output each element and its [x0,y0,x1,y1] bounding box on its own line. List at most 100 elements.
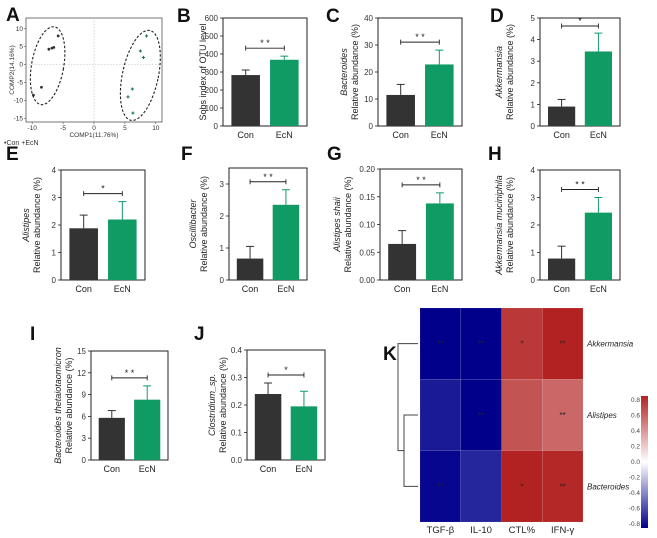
y-tick-label: 0.3 [231,374,243,383]
y-tick-label: 400 [205,50,219,59]
y-tick-label: -5 [17,80,23,87]
y-tick-label: 2 [220,212,225,221]
heatmap-cell [419,379,462,451]
cell-significance: ** [560,340,566,349]
significance-stars: * [101,184,105,194]
y-axis-label-taxon: Oscillibacter [188,198,198,248]
cell-significance: ** [437,482,443,491]
y-axis-label-taxon: Akkermansia muciniphila [494,175,504,276]
y-tick-label: 3 [531,194,536,203]
heatmap-cell [419,450,462,523]
bar-ecn [270,59,299,127]
panel-c: C 0 10 20 30 40 Con EcN * * Bacteroides Relative a… [326,6,463,140]
y-tick-label: 0.1 [231,429,243,438]
bar-ecn [425,64,454,126]
point-con [50,46,54,50]
point-con [40,85,43,89]
y-tick-label: 0.00 [359,276,375,285]
bar-ecn [134,399,161,460]
x-tick-label: Con [392,130,409,140]
x-tick-label: 5 [123,125,127,132]
y-tick-label: 2 [531,79,536,88]
bar-con [548,258,576,280]
y-axis-label-taxon: Clostridium_sp. [207,374,217,436]
bar-con [548,106,576,126]
x-tick-label: Con [394,284,411,294]
x-tick-label: -5 [60,125,66,132]
bar-con [98,417,125,460]
panel-letter-h: H [488,144,502,165]
plot-frame [228,167,308,281]
plot-frame [539,17,621,127]
x-tick-label: Con [237,130,254,140]
heatmap-cell [419,307,462,380]
y-tick-label: 5 [531,14,536,23]
y-tick-label: 3 [220,180,225,189]
heatmap-cell [541,450,584,523]
significance-stars: * * [260,38,270,48]
y-tick-label: 20 [364,68,373,77]
y-axis-label: Relative abundance (%) [505,24,515,120]
y-axis-label-taxon: Bacteroides thetaiotaomicron [53,347,63,464]
panel-a: A-10 -5 0 5 101050-5-10-15COMP1(11.76%)COMP2… [4,5,163,147]
panel-letter-b: B [177,6,191,27]
colorbar [641,396,648,528]
y-axis-label: Relative abundance (%) [199,176,209,272]
y-tick-label: 30 [364,41,373,50]
significance-stars: * [284,365,288,375]
y-tick-label: 0 [369,122,374,131]
y-tick-label: 0.10 [359,221,375,230]
panel-g: G 0.00 0.05 0.10 0.15 0.20 Con EcN * * Alistipes … [327,144,463,294]
y-tick-label: 0.4 [231,346,243,355]
cell-significance: ** [560,482,566,491]
y-tick-label: 0.2 [231,401,243,410]
bar-ecn [584,51,612,127]
y-tick-label: 300 [205,68,219,77]
cell-significance: ** [437,340,443,349]
bar-con [231,75,260,126]
x-axis-label: COMP1(11.76%) [69,132,118,139]
heatmap-cell [460,307,502,380]
y-tick-label: 0 [531,122,536,131]
panel-letter-e: E [6,144,19,165]
panel-i: I 0 3 6 9 12 15 Con EcN * * Bacteroides thetaiotao… [30,324,169,474]
heatmap-cell [501,307,543,380]
heatmap-cell [501,379,543,451]
y-tick-label: 200 [205,86,219,95]
bar-ecn [272,204,300,280]
x-tick-label: Con [553,284,570,294]
x-tick-label: EcN [139,464,156,474]
bar-ecn [584,212,612,280]
bar-con [236,258,264,280]
y-axis-label: Relative abundance (%) [505,177,515,273]
colorbar-tick-label: -0.8 [629,521,641,528]
y-tick-label: 12 [77,369,86,378]
bar-ecn [108,219,137,280]
y-tick-label: 0 [220,276,225,285]
panel-letter-c: C [326,6,340,27]
y-tick-label: 500 [205,32,219,41]
y-tick-label: 600 [205,14,219,23]
x-tick-label: EcN [114,284,131,294]
panel-letter-j: J [194,324,205,345]
bar-con [254,394,282,460]
x-tick-label: EcN [590,130,607,140]
column-label: IL-10 [470,525,492,536]
y-axis-label: Relative abundance (%) [350,24,360,120]
panel-f: F 0 1 2 3 Con EcN * * Oscillibacter Relative abun… [181,144,308,294]
y-tick-label: 2 [531,221,536,230]
colorbar-tick-label: -0.6 [629,506,641,513]
plot-frame [90,350,169,461]
heatmap-cell [541,379,584,451]
y-tick-label: 2 [52,221,57,230]
panel-k: K ** ** * ** Akkermansia** ** Alistipes** * ** Bac… [383,307,648,536]
y-axis-label-taxon: Bacteroides [339,48,349,96]
y-tick-label: 100 [205,104,219,113]
row-label: Bacteroides [587,482,629,491]
panel-letter-i: I [30,324,35,345]
point-ecn [138,49,142,53]
y-tick-label: 0 [82,456,87,465]
y-axis-label-taxon: Alistipes shaii [332,196,342,253]
y-tick-label: 0 [214,122,219,131]
